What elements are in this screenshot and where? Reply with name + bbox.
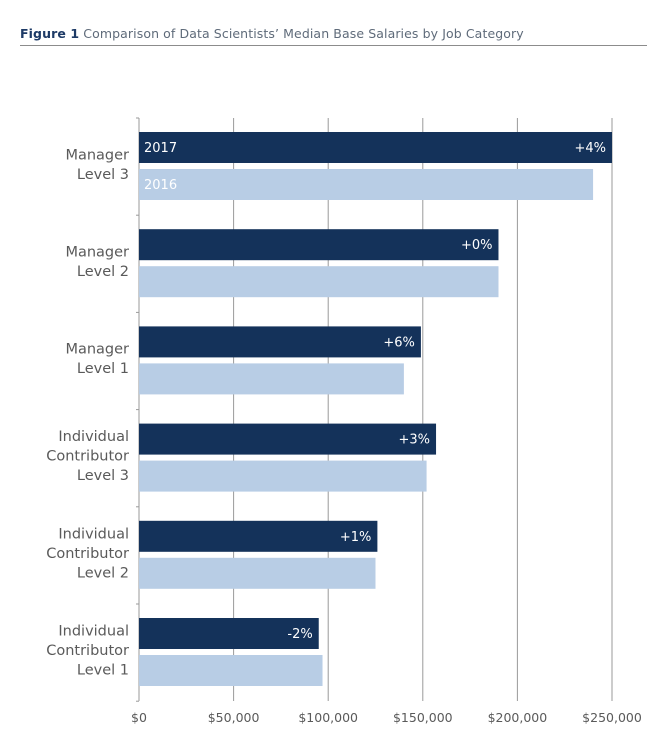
- x-tick-label: $250,000: [582, 710, 642, 725]
- category-label: Manager Level 2: [65, 244, 129, 280]
- category-label: Individual Contributor Level 2: [46, 526, 129, 581]
- x-tick-label: $100,000: [298, 710, 358, 725]
- category-label: Manager Level 3: [65, 147, 129, 183]
- bar-change-label: +0%: [461, 238, 493, 253]
- bar-2017: [139, 326, 421, 358]
- x-tick-label: $150,000: [393, 710, 453, 725]
- bar-change-label: -2%: [287, 627, 312, 642]
- series-label-2016: 2016: [144, 178, 177, 193]
- bar-2017: [139, 520, 378, 552]
- bar-2016: [139, 169, 594, 200]
- figure-title: Comparison of Data Scientists’ Median Ba…: [83, 26, 524, 41]
- x-tick-label: $0: [131, 710, 147, 725]
- category-label: Individual Contributor Level 1: [46, 624, 129, 679]
- bar-change-label: +6%: [383, 335, 415, 350]
- bar-2016: [139, 363, 404, 395]
- series-label-2017: 2017: [144, 141, 177, 156]
- bar-2016: [139, 557, 376, 589]
- bar-2016: [139, 655, 323, 686]
- bar-2016: [139, 266, 499, 298]
- bar-change-label: +3%: [399, 433, 431, 448]
- bar-2017: [139, 618, 319, 649]
- figure-number: Figure 1: [20, 26, 80, 41]
- bar-2017: [139, 132, 612, 163]
- bar-2017: [139, 423, 437, 455]
- bar-change-label: +1%: [340, 530, 372, 545]
- category-label: Individual Contributor Level 3: [46, 429, 129, 484]
- figure-header: Figure 1 Comparison of Data Scientists’ …: [20, 26, 647, 46]
- x-tick-label: $200,000: [488, 710, 548, 725]
- bar-2017: [139, 229, 499, 261]
- bar-change-label: +4%: [574, 141, 606, 156]
- x-tick-label: $50,000: [208, 710, 260, 725]
- category-label: Manager Level 1: [65, 342, 129, 378]
- bar-2016: [139, 460, 427, 492]
